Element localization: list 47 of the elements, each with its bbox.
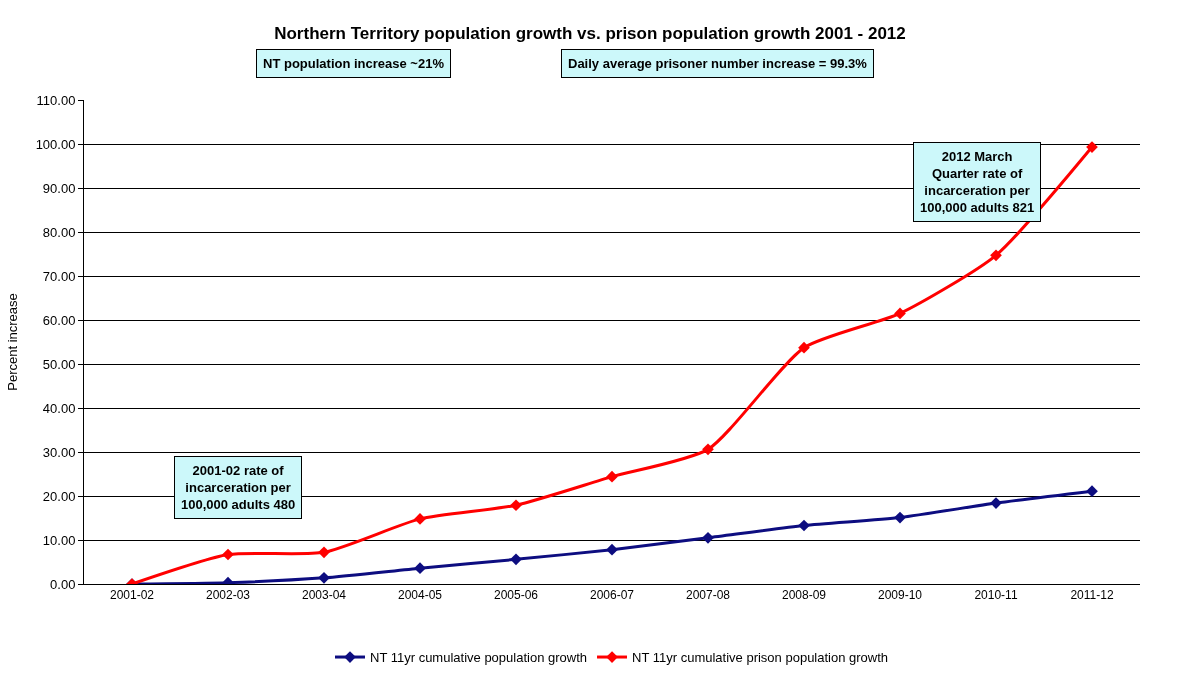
x-tick-label: 2008-09 [781, 588, 827, 603]
point [414, 562, 426, 575]
point [702, 531, 714, 544]
y-tick-label: 10.00 [42, 532, 76, 548]
y-tick-label: 50.00 [42, 356, 76, 372]
point [1086, 485, 1098, 498]
x-tick-label: 2007-08 [685, 588, 731, 603]
point [510, 499, 522, 512]
y-tick-label: 0.00 [50, 576, 76, 592]
x-tick-label: 2002-03 [205, 588, 251, 603]
point [318, 546, 330, 559]
point [798, 341, 810, 354]
x-tick-label: 2009-10 [877, 588, 923, 603]
y-tick-label: 80.00 [42, 224, 76, 240]
legend-label: NT 11yr cumulative population growth [370, 650, 588, 666]
point [606, 543, 618, 556]
y-tick-label: 20.00 [42, 488, 76, 504]
point [702, 443, 714, 456]
legend-label: NT 11yr cumulative prison population growth [632, 650, 889, 666]
point [894, 307, 906, 320]
point [318, 571, 330, 584]
y-tick-label: 100.00 [35, 136, 76, 152]
y-tick-label: 110.00 [36, 92, 76, 108]
x-tick-label: 2005-06 [493, 588, 539, 603]
point [510, 553, 522, 566]
x-tick-label: 2006-07 [589, 588, 635, 603]
text: NT population increase ~21% [263, 56, 445, 71]
point [606, 470, 618, 483]
y-tick-label: 30.00 [42, 444, 76, 460]
x-tick-label: 2010-11 [974, 588, 1018, 603]
x-tick-label: 2004-05 [397, 588, 443, 603]
y-axis-title: Percent increase [4, 293, 20, 391]
y-tick-label: 60.00 [42, 312, 76, 328]
x-tick-label: 2001-02 [109, 588, 155, 603]
y-tick-label: 90.00 [42, 180, 76, 196]
point [798, 519, 810, 532]
annotation: 2012 March Quarter rate of incarceration per 100,000 adults 821 [920, 149, 1035, 215]
point [990, 249, 1002, 262]
x-tick-label: 2011-12 [1070, 588, 1114, 603]
text: Daily average prisoner number increase = 99.3% [568, 56, 868, 71]
point [222, 548, 234, 561]
point [894, 511, 906, 524]
x-tick-label: 2003-04 [301, 588, 347, 603]
chart-title: Northern Territory population growth vs. prison population growth 2001 - 2012 [274, 24, 906, 44]
annotation: 2001-02 rate of incarceration per 100,000 adults 480 [181, 463, 296, 512]
y-tick-label: 40.00 [42, 400, 76, 416]
y-tick-label: 70.00 [42, 268, 76, 284]
